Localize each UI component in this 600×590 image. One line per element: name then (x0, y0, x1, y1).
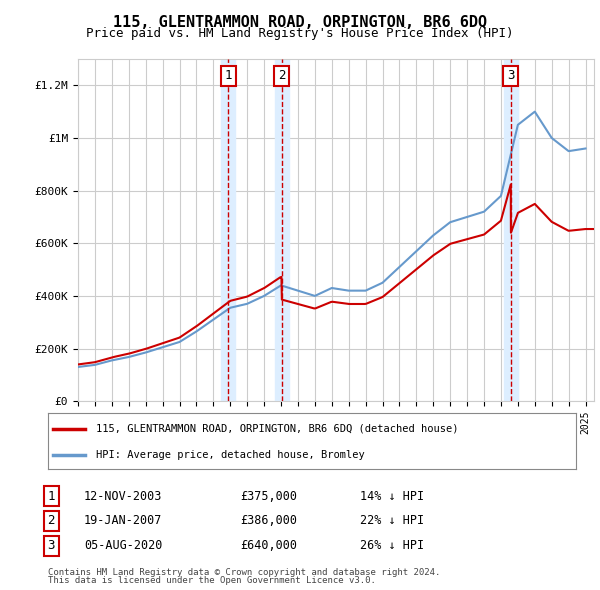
Text: 1: 1 (47, 490, 55, 503)
Bar (275, 59, 289, 401)
Text: 115, GLENTRAMMON ROAD, ORPINGTON, BR6 6DQ: 115, GLENTRAMMON ROAD, ORPINGTON, BR6 6D… (113, 15, 487, 30)
Text: 2: 2 (47, 514, 55, 527)
Text: £375,000: £375,000 (240, 490, 297, 503)
Text: 3: 3 (507, 69, 515, 82)
Text: 1: 1 (224, 69, 232, 82)
Text: £386,000: £386,000 (240, 514, 297, 527)
Text: 115, GLENTRAMMON ROAD, ORPINGTON, BR6 6DQ (detached house): 115, GLENTRAMMON ROAD, ORPINGTON, BR6 6D… (95, 424, 458, 434)
Bar (221, 59, 235, 401)
Text: HPI: Average price, detached house, Bromley: HPI: Average price, detached house, Brom… (95, 450, 364, 460)
Text: 12-NOV-2003: 12-NOV-2003 (84, 490, 163, 503)
Text: 2: 2 (278, 69, 286, 82)
Text: £640,000: £640,000 (240, 539, 297, 552)
Text: 22% ↓ HPI: 22% ↓ HPI (360, 514, 424, 527)
Text: This data is licensed under the Open Government Licence v3.0.: This data is licensed under the Open Gov… (48, 576, 376, 585)
Text: 19-JAN-2007: 19-JAN-2007 (84, 514, 163, 527)
Text: 3: 3 (47, 539, 55, 552)
Text: 26% ↓ HPI: 26% ↓ HPI (360, 539, 424, 552)
Bar (504, 59, 518, 401)
Text: 14% ↓ HPI: 14% ↓ HPI (360, 490, 424, 503)
Text: Contains HM Land Registry data © Crown copyright and database right 2024.: Contains HM Land Registry data © Crown c… (48, 568, 440, 577)
Text: Price paid vs. HM Land Registry's House Price Index (HPI): Price paid vs. HM Land Registry's House … (86, 27, 514, 40)
Text: 05-AUG-2020: 05-AUG-2020 (84, 539, 163, 552)
